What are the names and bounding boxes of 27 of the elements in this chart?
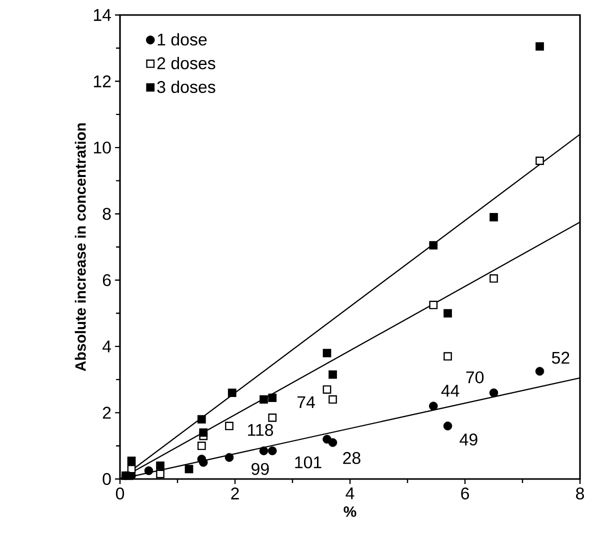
y-axis-title: Absolute increase in concentration [74,123,86,372]
y-tick-label: 2 [102,406,111,419]
y-tick-label: 10 [94,142,111,154]
annotation: 101 [295,456,322,468]
annotation: 28 [343,452,360,464]
annotation: 52 [552,352,570,364]
annotation: 99 [252,462,269,475]
x-tick-label: 8 [576,488,584,500]
legend-label: 2 doses [157,56,216,70]
annotation: 118 [248,424,274,436]
y-tick-label: 12 [94,75,111,88]
annotation: 70 [466,371,484,384]
y-tick-label: 0 [102,473,111,485]
annotation: 49 [460,433,478,446]
x-tick-label: 2 [231,488,239,500]
legend-label: 1 dose [158,33,207,46]
x-tick-label: 6 [461,488,469,500]
x-axis-title: % [344,506,356,517]
x-tick-label: 0 [116,488,124,500]
annotation: 44 [441,384,460,397]
legend-label: 3 doses [157,80,216,93]
y-tick-label: 8 [102,208,111,220]
x-tick-label: 4 [346,487,354,500]
y-tick-label: 4 [102,340,111,352]
y-tick-label: 14 [94,9,111,21]
y-tick-label: 6 [102,274,111,286]
annotation: 74 [298,396,315,408]
